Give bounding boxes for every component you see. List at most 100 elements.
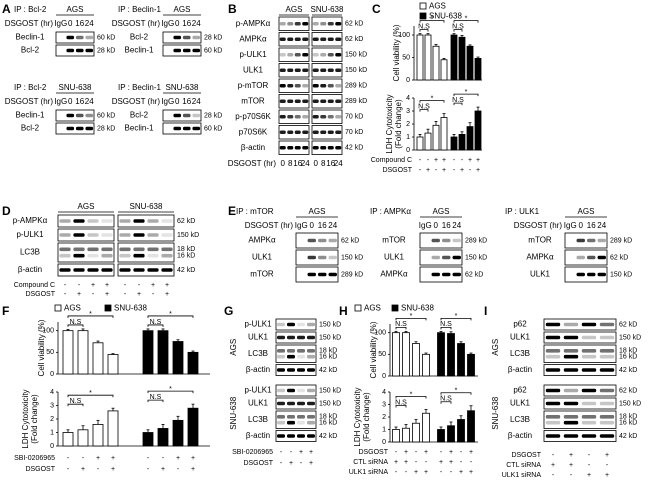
protein-label: mTOR (241, 96, 265, 105)
protein-label: ULK1 (243, 65, 264, 74)
band (297, 322, 305, 327)
condition-sign: + (424, 469, 428, 476)
ns-mark: N.S (70, 398, 82, 405)
band (335, 114, 342, 119)
ip-label: IP : AMPKα (370, 207, 411, 216)
condition-sign: + (476, 157, 480, 164)
band (576, 272, 585, 277)
condition-label: ULK1 siRNA (349, 469, 389, 476)
treatment-label: DSGOST (hr) (5, 97, 54, 106)
size-label: 28 kD (204, 112, 222, 119)
y-axis-label: (Fold change) (394, 99, 403, 149)
legend-label: AGS (429, 2, 446, 11)
cell-label: SNU-638 (166, 83, 199, 92)
band (294, 37, 301, 42)
cell-label: AGS (67, 5, 84, 14)
treatment-label: DSGOST (hr) (514, 221, 563, 230)
panel-letter: E (228, 204, 236, 218)
legend-swatch (391, 304, 399, 312)
lane-label: 16 (75, 97, 84, 106)
lane-label: 24 (192, 97, 201, 106)
band (279, 145, 286, 150)
size-label: 60 kD (97, 112, 115, 119)
condition-sign: - (162, 455, 165, 462)
ns-bracket (395, 405, 407, 408)
band (101, 253, 113, 258)
band (545, 434, 561, 438)
bar (62, 432, 74, 447)
y-axis-label: Cell viability (%) (369, 321, 378, 378)
band (101, 219, 113, 223)
condition-label: DSGOST (511, 452, 541, 459)
band (312, 68, 319, 73)
condition-sign: - (290, 449, 293, 456)
condition-label: DSGOST (25, 466, 55, 473)
band (133, 253, 145, 258)
bar (172, 341, 184, 375)
band (277, 401, 285, 406)
band (287, 322, 295, 327)
blot-frame (295, 232, 339, 249)
blot-frame (278, 16, 310, 31)
lane-label: 8 (288, 159, 293, 168)
band (277, 368, 285, 372)
significance-mark: * (431, 15, 434, 22)
blot-frame (419, 249, 463, 266)
band (87, 268, 99, 272)
bar (392, 332, 400, 377)
band (545, 322, 561, 327)
band (545, 368, 561, 372)
size-label: 16 kD (319, 354, 337, 361)
size-label: 289 kD (345, 83, 367, 90)
band (545, 415, 561, 419)
band (327, 52, 334, 57)
size-label: 150 kD (619, 334, 641, 341)
protein-label: p-ULK1 (239, 50, 267, 59)
size-label: 62 kD (341, 237, 359, 244)
band (431, 255, 440, 260)
band (587, 238, 596, 243)
size-label: 150 kD (345, 52, 367, 59)
y-tick-label: 0 (382, 439, 386, 446)
significance-mark: * (465, 89, 468, 96)
band (431, 238, 440, 243)
band (576, 238, 585, 243)
legend-swatch (354, 304, 362, 312)
bar (172, 419, 184, 447)
band (173, 113, 182, 118)
ns-mark: N.S (395, 321, 407, 328)
bar (447, 425, 455, 443)
y-axis-label: LDH Cytotoxicity (353, 387, 362, 446)
condition-sign: - (552, 472, 555, 479)
bar (77, 330, 89, 375)
lane-label: 16 (293, 159, 302, 168)
condition-sign: + (569, 452, 573, 459)
band (335, 83, 342, 88)
band (66, 35, 75, 40)
band (59, 253, 71, 258)
condition-sign: + (309, 460, 313, 467)
bar (416, 136, 424, 151)
band (279, 83, 286, 88)
group-label: SNU-638 (311, 5, 344, 14)
blot-frame (55, 31, 95, 44)
condition-label: Compound C (371, 157, 412, 164)
y-tick-label: 4 (406, 95, 410, 102)
band (287, 415, 295, 419)
band (312, 21, 319, 26)
lane-label: IgG (54, 97, 67, 106)
band (182, 35, 191, 40)
blot-frame (57, 228, 115, 242)
lane-label: 0 (68, 19, 73, 28)
condition-sign: + (77, 291, 81, 298)
band (294, 99, 301, 104)
band (297, 335, 305, 340)
lane-label: 24 (192, 19, 201, 28)
band (66, 126, 75, 131)
condition-label: DSGOST (358, 449, 388, 456)
band (73, 247, 85, 252)
y-axis-label: LDH Cytotoxicity (385, 94, 394, 153)
band (85, 113, 94, 118)
band (287, 335, 295, 340)
significance-bracket (67, 394, 114, 398)
